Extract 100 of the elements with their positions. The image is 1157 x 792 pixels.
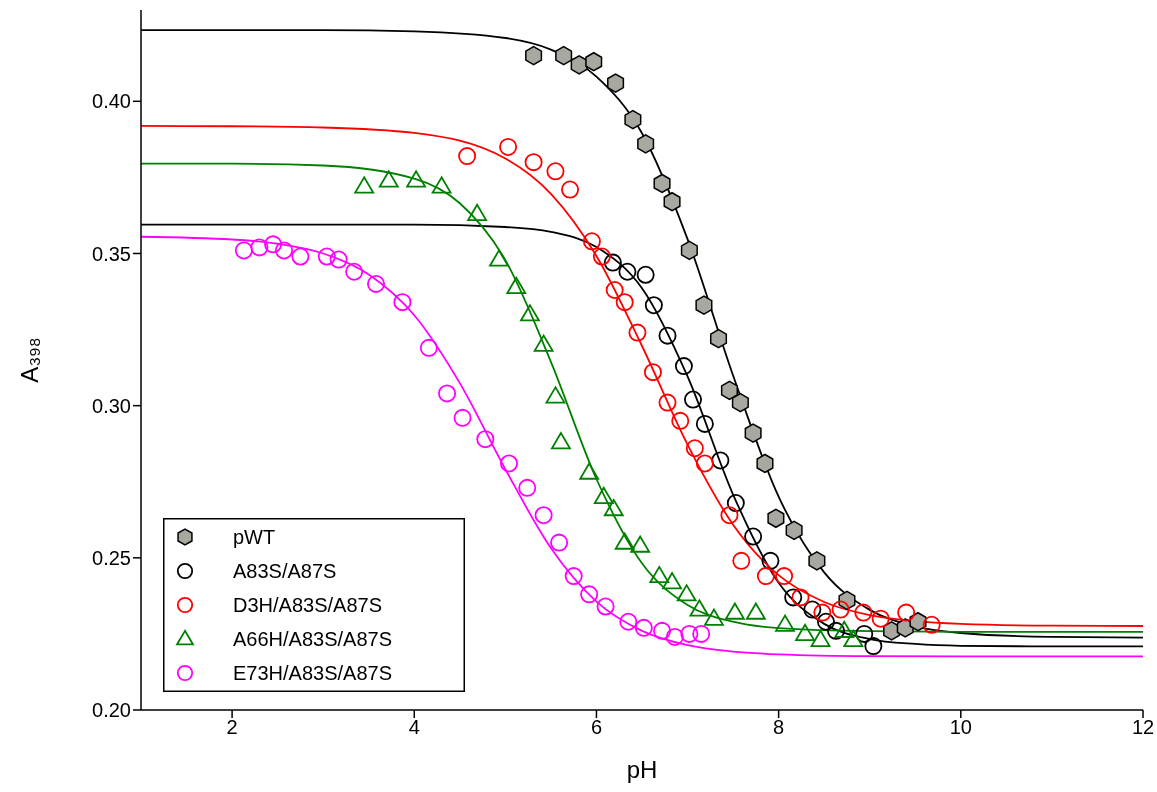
x-tick-label: 10 bbox=[949, 716, 972, 739]
x-tick-label: 12 bbox=[1131, 716, 1155, 739]
point bbox=[653, 621, 672, 640]
point bbox=[795, 623, 815, 641]
point bbox=[580, 585, 599, 604]
point bbox=[745, 602, 766, 620]
point bbox=[810, 629, 831, 648]
point bbox=[922, 615, 941, 634]
point bbox=[367, 274, 386, 293]
legend-label: pWT bbox=[233, 526, 276, 548]
point bbox=[674, 357, 693, 376]
point bbox=[630, 535, 651, 553]
point bbox=[431, 176, 452, 194]
point bbox=[756, 567, 775, 586]
y-tick-label: 0.20 bbox=[92, 699, 131, 722]
point bbox=[704, 608, 724, 626]
point bbox=[649, 566, 670, 584]
point bbox=[419, 338, 438, 357]
y-axis-title: A₃₉₈ bbox=[16, 337, 43, 383]
point bbox=[551, 432, 571, 450]
point bbox=[662, 572, 682, 590]
point bbox=[897, 603, 916, 622]
point bbox=[570, 55, 588, 75]
point bbox=[653, 173, 671, 194]
point bbox=[545, 386, 566, 404]
point bbox=[695, 454, 714, 473]
point bbox=[671, 411, 690, 430]
point bbox=[689, 599, 710, 617]
legend-label: D3H/A83S/A87S bbox=[233, 594, 382, 616]
point bbox=[605, 281, 624, 299]
point bbox=[592, 247, 611, 266]
point bbox=[658, 393, 677, 412]
point bbox=[636, 265, 655, 284]
point bbox=[871, 609, 890, 628]
x-tick-label: 8 bbox=[773, 716, 785, 739]
point bbox=[438, 384, 457, 403]
point bbox=[709, 328, 728, 349]
point bbox=[725, 602, 745, 620]
point bbox=[695, 295, 713, 315]
legend-label: A83S/A87S bbox=[233, 560, 337, 582]
point bbox=[644, 296, 663, 315]
point bbox=[663, 191, 681, 212]
point bbox=[555, 45, 573, 66]
x-axis-title: pH bbox=[626, 756, 658, 783]
point bbox=[579, 462, 600, 480]
point bbox=[726, 494, 745, 513]
point bbox=[619, 612, 638, 631]
point bbox=[550, 533, 569, 552]
point bbox=[596, 597, 615, 616]
point bbox=[533, 334, 554, 352]
point bbox=[500, 454, 519, 473]
x-tick-label: 6 bbox=[590, 716, 603, 739]
point bbox=[489, 249, 509, 267]
point bbox=[720, 380, 738, 401]
point bbox=[864, 637, 883, 656]
y-tick-label: 0.40 bbox=[92, 90, 131, 113]
point bbox=[506, 276, 527, 294]
point bbox=[808, 551, 826, 571]
point bbox=[518, 478, 537, 497]
point bbox=[827, 621, 846, 640]
point bbox=[761, 551, 780, 570]
point bbox=[775, 567, 794, 586]
point bbox=[791, 588, 810, 607]
point bbox=[582, 232, 601, 251]
point bbox=[785, 520, 803, 541]
point bbox=[393, 293, 412, 312]
point bbox=[676, 584, 697, 602]
point bbox=[624, 109, 642, 130]
point bbox=[329, 250, 348, 269]
point bbox=[561, 180, 580, 199]
y-tick-label: 0.35 bbox=[92, 242, 131, 265]
point bbox=[817, 612, 835, 631]
point bbox=[524, 153, 543, 172]
point bbox=[803, 600, 822, 619]
point bbox=[855, 624, 874, 643]
point bbox=[756, 453, 774, 474]
point bbox=[767, 508, 785, 529]
point bbox=[499, 137, 518, 156]
point bbox=[593, 486, 614, 504]
point bbox=[317, 247, 336, 266]
point bbox=[628, 323, 647, 342]
point bbox=[692, 624, 711, 643]
point bbox=[603, 253, 622, 272]
point bbox=[378, 170, 399, 188]
point bbox=[564, 567, 583, 586]
point bbox=[250, 238, 269, 257]
legend-label: A66H/A83S/A87S bbox=[233, 628, 392, 650]
point bbox=[534, 506, 553, 525]
point bbox=[234, 241, 253, 260]
point bbox=[520, 304, 540, 322]
y-tick-label: 0.25 bbox=[92, 546, 131, 569]
point bbox=[458, 147, 477, 166]
point bbox=[525, 45, 543, 66]
point bbox=[695, 414, 714, 433]
point bbox=[775, 614, 795, 632]
point bbox=[406, 170, 426, 188]
point bbox=[615, 293, 634, 312]
point bbox=[658, 326, 677, 345]
point bbox=[834, 620, 855, 638]
point bbox=[685, 439, 704, 458]
